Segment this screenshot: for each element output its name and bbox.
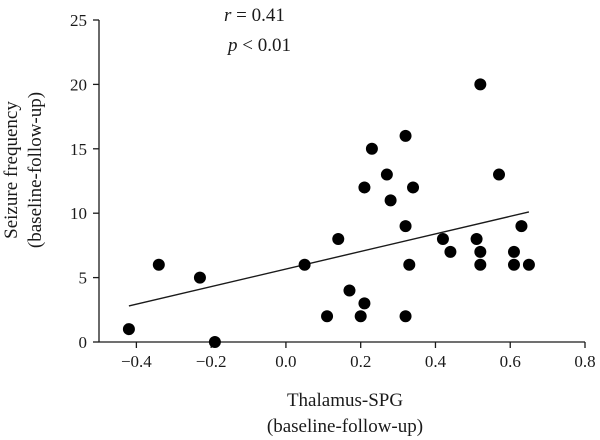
x-tick-label: 0.8 bbox=[574, 352, 595, 371]
data-point bbox=[474, 245, 487, 258]
x-tick-label: 0.4 bbox=[425, 352, 447, 371]
data-point bbox=[332, 232, 345, 245]
data-point bbox=[358, 297, 371, 310]
data-point bbox=[298, 258, 311, 271]
x-ticks: −0.4 −0.2 0.0 0.2 0.4 0.6 0.8 bbox=[121, 342, 596, 371]
x-tick-label: 0.2 bbox=[350, 352, 371, 371]
data-point bbox=[474, 258, 487, 271]
x-tick-label: 0.0 bbox=[275, 352, 296, 371]
y-tick-label: 15 bbox=[70, 140, 87, 159]
y-ticks: 0 5 10 15 20 25 bbox=[70, 11, 99, 352]
correlation-annotation: r = 0.41 p < 0.01 bbox=[224, 5, 291, 56]
data-point bbox=[399, 129, 412, 142]
data-point bbox=[358, 181, 371, 194]
data-point bbox=[365, 142, 378, 155]
data-point bbox=[407, 181, 420, 194]
data-points bbox=[122, 78, 535, 348]
y-tick-label: 0 bbox=[79, 333, 88, 352]
y-axis-label-line1: Seizure frequency bbox=[1, 101, 22, 239]
y-tick-label: 5 bbox=[79, 269, 88, 288]
data-point bbox=[474, 78, 487, 91]
data-point bbox=[522, 258, 535, 271]
x-axis-label-line1: Thalamus-SPG bbox=[287, 390, 403, 411]
x-axis-label-line2: (baseline-follow-up) bbox=[267, 416, 423, 437]
data-point bbox=[380, 168, 393, 181]
r-annotation: r = 0.41 bbox=[224, 5, 285, 26]
x-tick-label: −0.4 bbox=[121, 352, 152, 371]
data-point bbox=[122, 323, 135, 336]
y-axis-label-line2: (baseline-follow-up) bbox=[25, 92, 46, 248]
data-point bbox=[384, 194, 397, 207]
y-tick-label: 10 bbox=[70, 204, 87, 223]
data-point bbox=[152, 258, 165, 271]
x-axis-title: Thalamus-SPG (baseline-follow-up) bbox=[267, 390, 423, 437]
data-point bbox=[444, 245, 457, 258]
data-point bbox=[507, 258, 520, 271]
data-point bbox=[343, 284, 356, 297]
y-tick-label: 20 bbox=[70, 75, 87, 94]
data-point bbox=[515, 220, 528, 233]
x-tick-label: 0.6 bbox=[500, 352, 521, 371]
data-point bbox=[507, 245, 520, 258]
data-point bbox=[493, 168, 506, 181]
data-point bbox=[399, 310, 412, 323]
data-point bbox=[470, 232, 483, 245]
y-tick-label: 25 bbox=[70, 11, 87, 30]
data-point bbox=[193, 271, 206, 284]
p-annotation: p < 0.01 bbox=[226, 35, 291, 56]
axes bbox=[98, 20, 585, 343]
x-tick-label: −0.2 bbox=[196, 352, 227, 371]
regression-line bbox=[128, 211, 530, 307]
data-point bbox=[321, 310, 334, 323]
data-point bbox=[436, 232, 449, 245]
data-point bbox=[354, 310, 367, 323]
data-point bbox=[403, 258, 416, 271]
data-point bbox=[208, 336, 221, 348]
data-point bbox=[399, 220, 412, 233]
y-axis-title: Seizure frequency (baseline-follow-up) bbox=[1, 92, 46, 248]
